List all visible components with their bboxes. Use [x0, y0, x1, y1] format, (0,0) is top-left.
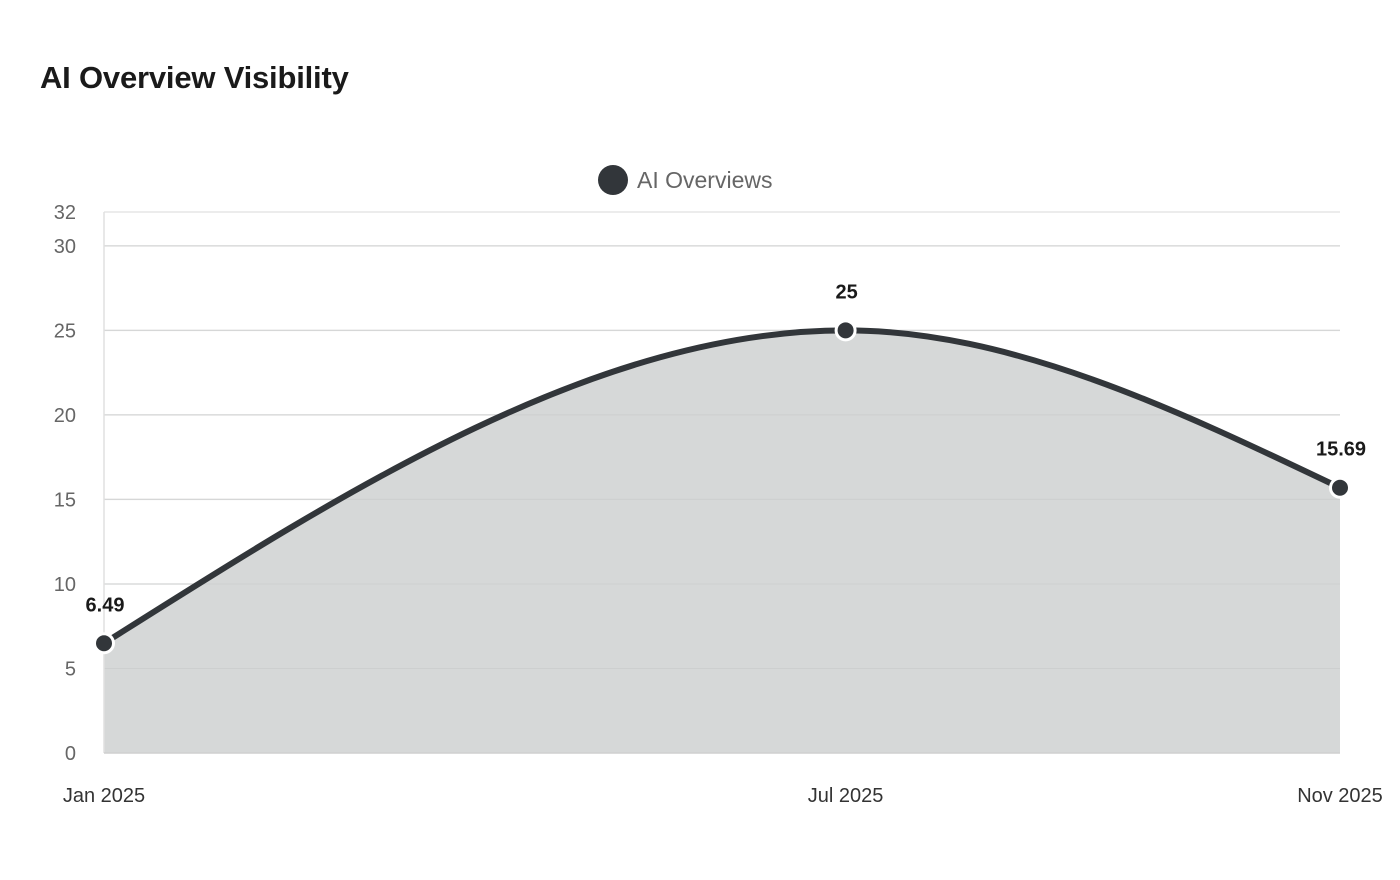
y-tick-label-20: 20: [54, 405, 76, 427]
y-tick-label-0: 0: [65, 743, 76, 765]
point-nov-2025[interactable]: [1329, 476, 1351, 499]
point-jan-2025[interactable]: [93, 632, 115, 655]
line-ai-overviews: [101, 327, 1343, 647]
x-tick-label-jul-2025: Jul 2025: [808, 785, 884, 807]
axes: 0 5 10 15 20 25 30 32 Jan 2025 Jul 2025 Nov 2025: [54, 202, 1383, 807]
area-fill-ai-overviews: [104, 330, 1340, 753]
area-series: [101, 245, 1343, 753]
legend[interactable]: AI Overviews: [598, 165, 772, 195]
legend-label-ai-overviews[interactable]: AI Overviews: [637, 167, 772, 193]
x-tick-label-jan-2025: Jan 2025: [63, 785, 145, 807]
data-label-jan-2025: 6.49: [86, 594, 125, 616]
y-tick-label-15: 15: [54, 489, 76, 511]
y-tick-label-25: 25: [54, 320, 76, 342]
legend-swatch-ai-overviews[interactable]: [598, 165, 628, 195]
data-label-nov-2025: 15.69: [1316, 439, 1366, 461]
data-labels: 6.49 25 15.69: [86, 281, 1366, 655]
y-tick-label-32: 32: [54, 202, 76, 224]
point-jul-2025[interactable]: [834, 319, 857, 342]
x-tick-label-nov-2025: Nov 2025: [1297, 785, 1383, 807]
y-tick-label-10: 10: [54, 574, 76, 596]
y-tick-label-30: 30: [54, 236, 76, 258]
data-label-jul-2025: 25: [835, 281, 857, 303]
chart-title: AI Overview Visibility: [40, 60, 349, 95]
y-tick-label-5: 5: [65, 658, 76, 680]
